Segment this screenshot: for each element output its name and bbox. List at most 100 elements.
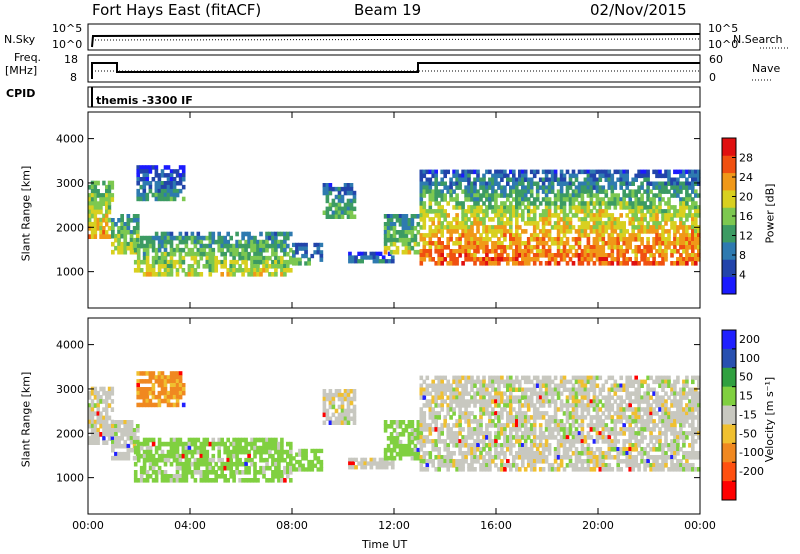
power-cell [154,255,159,261]
velocity-cell [120,428,124,433]
velocity-cell [494,423,498,428]
power-cell [337,210,342,215]
power-cell [580,229,585,234]
power-cell [105,213,109,219]
power-cell [664,245,668,250]
power-cell [628,221,632,226]
velocity-cell [437,383,441,388]
velocity-cell [619,447,623,452]
power-cell [172,247,177,253]
velocity-cell [307,467,311,472]
velocity-cell [132,428,137,433]
velocity-cell [470,395,474,400]
velocity-cell [437,427,441,432]
velocity-cell [679,447,683,452]
power-cell [574,173,579,179]
velocity-cell [223,449,227,455]
power-cell [676,225,680,230]
cpid-label: CPID [6,87,36,100]
velocity-cell [515,419,519,424]
power-cell [631,205,635,210]
power-cell [93,180,98,186]
velocity-cell [178,441,183,447]
velocity-cell [637,383,641,388]
velocity-cell [223,445,227,451]
velocity-cell [190,449,195,455]
power-cell [553,253,558,258]
velocity-cell [110,390,115,396]
velocity-cell [640,427,644,432]
velocity-cell [437,379,441,385]
velocity-cell [90,436,95,441]
power-cell [658,209,662,214]
velocity-cell [348,457,352,462]
power-cell [655,249,659,254]
velocity-cell [93,440,98,445]
velocity-cell [559,399,564,404]
power-cell [99,217,103,223]
power-cell [697,177,701,182]
power-cell [422,209,427,214]
velocity-cell [123,428,128,433]
power-cell [145,243,150,249]
velocity-cell [544,375,549,381]
velocity-cell [446,455,450,460]
velocity-cell [676,415,680,420]
velocity-cell [497,375,501,381]
power-cell [139,243,144,249]
power-cell [172,264,177,269]
power-cell [253,259,257,265]
velocity-cell [688,467,692,472]
power-cell [467,229,471,234]
power-cell [208,268,213,273]
velocity-cell [580,399,585,404]
power-cell [571,205,576,210]
freq-tick-left-bottom: 8 [70,71,77,84]
power-cell [598,213,603,218]
power-cell [619,261,623,266]
power-cell [685,217,689,222]
velocity-cell [538,467,543,472]
velocity-cell [521,387,525,392]
power-cell [577,209,582,214]
power-cell [649,249,653,254]
velocity-cell [208,478,213,483]
velocity-cell [328,404,333,410]
velocity-cell [562,455,567,460]
power-cell [640,173,644,179]
power-cell [622,233,626,238]
velocity-cell [428,399,433,404]
velocity-cell [559,391,564,396]
velocity-cell [571,415,576,420]
velocity-cell [512,415,516,420]
velocity-cell [334,420,339,425]
power-cell [574,193,579,198]
velocity-cell [580,387,585,392]
velocity-cell [102,419,106,425]
velocity-cell [538,443,543,448]
velocity-cell [586,395,591,400]
velocity-cell [458,423,462,428]
velocity-cell [419,411,424,416]
velocity-cell [383,451,388,457]
velocity-cell [132,439,137,445]
velocity-cell [550,463,555,468]
velocity-cell [643,427,647,432]
velocity-cell [592,391,597,396]
velocity-cell [470,387,474,392]
velocity-cell [88,415,92,421]
power-cell [544,213,549,218]
velocity-cell [529,391,534,396]
power-cell [547,181,552,186]
velocity-cell [470,383,474,388]
velocity-cell [96,419,100,425]
velocity-cell [395,443,400,449]
power-cell [93,213,98,219]
power-cell [334,210,339,215]
velocity-cell [160,453,165,459]
velocity-cell [470,467,474,472]
velocity-cell [697,395,701,400]
power-cell [482,225,486,230]
power-cell [523,253,528,258]
velocity-cell [142,453,147,459]
